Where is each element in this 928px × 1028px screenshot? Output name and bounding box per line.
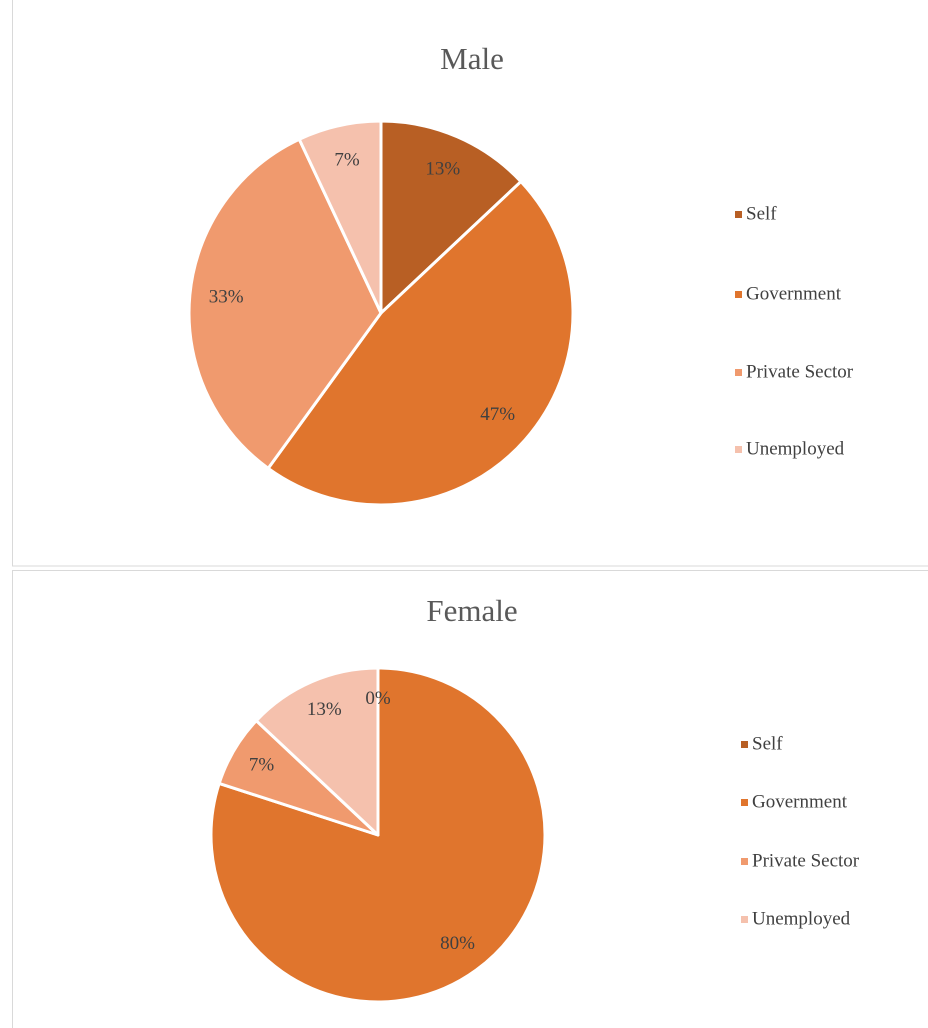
pie-slice	[254, 666, 380, 837]
chart-frame	[12, 0, 928, 567]
legend-label: Unemployed	[746, 438, 845, 459]
legend-swatch	[741, 858, 748, 865]
pie-slice	[187, 137, 383, 470]
chart-title: Female	[426, 593, 517, 628]
data-label: 47%	[480, 404, 515, 425]
data-label: 13%	[425, 159, 460, 180]
legend-label: Self	[746, 203, 777, 224]
data-label: 13%	[307, 699, 342, 720]
legend-swatch	[735, 291, 742, 298]
legend-label: Self	[752, 733, 783, 754]
legend-label: Government	[746, 283, 842, 304]
legend-swatch	[741, 741, 748, 748]
pie-slice	[209, 666, 547, 1004]
data-label: 7%	[334, 150, 360, 171]
chart-frame	[12, 570, 928, 1028]
legend-swatch	[735, 446, 742, 453]
data-label: 80%	[440, 933, 475, 954]
pie-slice	[379, 119, 523, 315]
legend-label: Private Sector	[746, 361, 854, 382]
pie-slice	[297, 119, 383, 315]
legend-swatch	[741, 799, 748, 806]
chart-title: Male	[440, 41, 504, 76]
legend-label: Government	[752, 791, 848, 812]
legend-swatch	[741, 916, 748, 923]
legend-label: Private Sector	[752, 850, 860, 871]
legend-label: Unemployed	[752, 908, 851, 929]
data-label: 33%	[209, 287, 244, 308]
data-label: 7%	[249, 755, 275, 776]
legend-swatch	[735, 211, 742, 218]
legend-swatch	[735, 369, 742, 376]
data-label: 0%	[365, 688, 391, 709]
pie-slice	[266, 180, 575, 507]
